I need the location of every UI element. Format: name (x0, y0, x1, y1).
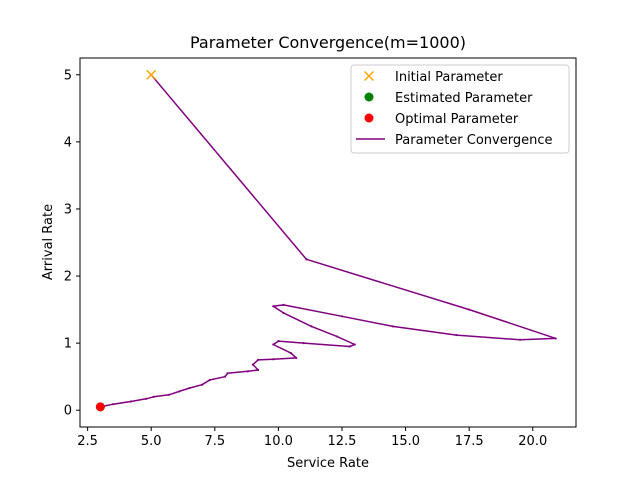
convergence-point (188, 386, 191, 390)
x-tick-label: 7.5 (204, 434, 225, 449)
convergence-point (348, 345, 351, 348)
convergence-point (256, 368, 260, 372)
y-tick-label: 4 (64, 135, 72, 150)
convergence-point (272, 343, 275, 346)
convergence-point (226, 372, 229, 375)
legend-marker-x-icon (363, 70, 375, 82)
x-tick-label: 10.0 (264, 434, 293, 449)
convergence-point (251, 363, 255, 366)
convergence-point (335, 335, 339, 338)
convergence-point (305, 258, 308, 261)
convergence-point (167, 393, 171, 396)
y-tick-label: 2 (64, 270, 72, 285)
convergence-point (554, 337, 557, 340)
initial-parameter-marker (146, 69, 157, 80)
convergence-point (295, 356, 298, 359)
chart-title: Parameter Convergence(m=1000) (190, 33, 466, 52)
convergence-point (272, 358, 275, 361)
convergence-point (152, 395, 155, 398)
convergence-point (282, 311, 285, 315)
convergence-point (310, 325, 313, 328)
legend-label-initial: Initial Parameter (395, 70, 503, 85)
plot-area (95, 69, 557, 412)
convergence-point (272, 305, 275, 308)
convergence-point (468, 308, 471, 311)
axes-frame (79, 57, 577, 428)
convergence-point (277, 340, 280, 343)
x-axis-label: Service Rate (287, 456, 369, 471)
convergence-point (353, 343, 356, 346)
convergence-point (200, 383, 204, 386)
convergence-point (256, 358, 260, 362)
convergence-point (223, 375, 227, 378)
optimal-parameter-marker (95, 402, 105, 412)
y-tick-label: 3 (64, 202, 72, 217)
convergence-point (391, 325, 394, 328)
convergence-point (290, 352, 293, 355)
convergence-point (455, 333, 458, 337)
legend-label-estimated: Estimated Parameter (395, 91, 533, 106)
x-axis-ticks: 2.5 5.0 7.5 10.0 12.5 15.0 17.5 20.0 (77, 427, 547, 449)
y-tick-label: 0 (64, 404, 72, 419)
legend-frame (350, 64, 570, 154)
legend-marker-green-circle-icon (364, 92, 374, 102)
y-axis-ticks: 0 1 2 3 4 5 (64, 68, 80, 419)
convergence-point (111, 403, 115, 406)
convergence-point (178, 390, 181, 393)
y-tick-label: 1 (64, 337, 72, 352)
x-tick-label: 15.0 (391, 434, 420, 449)
legend-marker-red-circle-icon (364, 113, 374, 123)
convergence-point (518, 338, 522, 341)
convergence-point (282, 303, 285, 306)
convergence-point (302, 342, 305, 345)
convergence-point (208, 378, 211, 382)
x-tick-label: 17.5 (455, 434, 484, 449)
legend-label-optimal: Optimal Parameter (395, 112, 519, 127)
x-tick-label: 12.5 (328, 434, 357, 449)
convergence-point (145, 397, 148, 400)
x-tick-label: 5.0 (141, 434, 162, 449)
legend: Initial Parameter Estimated Parameter Op… (350, 64, 570, 154)
convergence-point (129, 400, 132, 403)
y-axis-label: Arrival Rate (41, 204, 56, 280)
x-tick-label: 20.0 (518, 434, 547, 449)
convergence-point (246, 370, 249, 373)
y-tick-label: 5 (64, 68, 72, 83)
x-tick-label: 2.5 (77, 434, 98, 449)
convergence-point (340, 315, 344, 318)
legend-label-convergence: Parameter Convergence (395, 133, 552, 148)
